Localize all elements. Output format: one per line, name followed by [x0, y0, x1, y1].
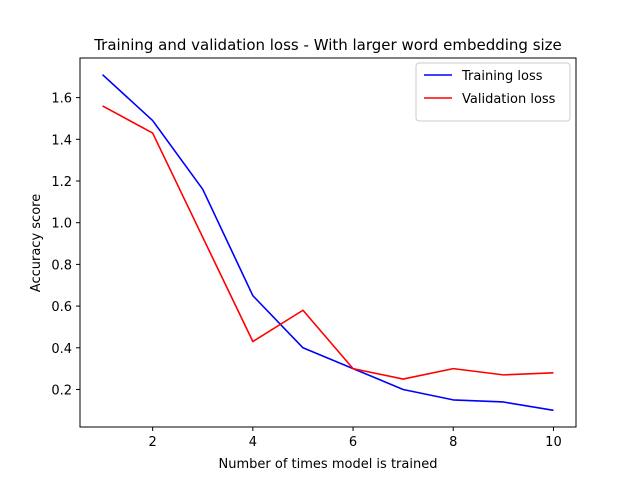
- x-tick-label: 2: [149, 435, 157, 450]
- x-tick-label: 8: [449, 435, 457, 450]
- plot-frame: [79, 57, 577, 428]
- legend: Training loss Validation loss: [415, 62, 571, 122]
- y-tick-label: 1.4: [51, 133, 72, 148]
- x-axis-label: Number of times model is trained: [219, 457, 438, 472]
- y-tick-label: 1.2: [51, 175, 72, 190]
- x-tick-label: 10: [545, 435, 562, 450]
- series-lines: [102, 74, 554, 412]
- y-axis: 0.2 0.4 0.6 0.8 1.0 1.2 1.4 1.6: [51, 92, 80, 398]
- y-tick-label: 0.6: [51, 300, 72, 315]
- y-tick-label: 0.2: [51, 383, 72, 398]
- y-tick-label: 0.8: [51, 258, 72, 273]
- y-tick-label: 0.4: [51, 342, 72, 357]
- x-tick-label: 4: [249, 435, 257, 450]
- legend-label: Validation loss: [462, 92, 556, 107]
- chart-title: Training and validation loss - With larg…: [93, 36, 562, 54]
- series-line-1: [102, 74, 554, 412]
- y-tick-label: 1.0: [51, 217, 72, 232]
- legend-box: [415, 62, 571, 122]
- x-tick-label: 6: [349, 435, 357, 450]
- legend-label: Training loss: [461, 69, 543, 84]
- x-axis: 2 4 6 8 10: [149, 427, 562, 450]
- y-tick-label: 1.6: [51, 92, 72, 107]
- series-line-2: [102, 105, 554, 380]
- y-axis-label: Accuracy score: [29, 194, 44, 292]
- plot-area: 2 4 6 8 10 0.2 0.4 0.6 0.8 1.0 1.2 1.4 1.6: [51, 57, 577, 450]
